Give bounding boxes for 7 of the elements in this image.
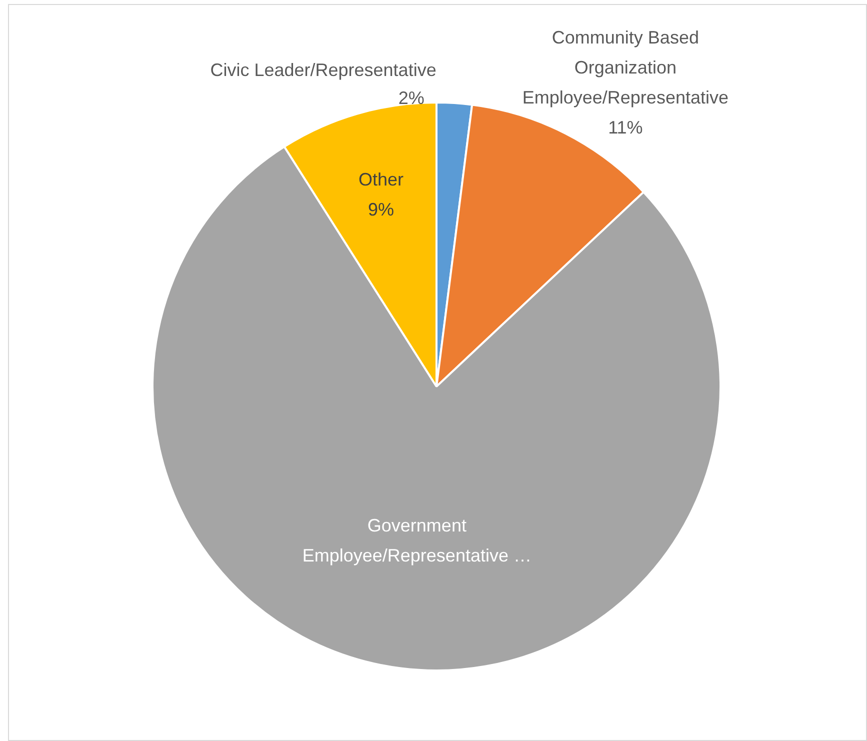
data-label: 11% <box>608 117 643 138</box>
slice-label: Community Based Organization Employee/Representative <box>522 27 728 108</box>
data-label: 2% <box>398 88 424 108</box>
slice-label: Other <box>358 170 404 190</box>
data-label: 9% <box>368 200 394 220</box>
slice-label: Civic Leader/Representative <box>210 60 436 80</box>
slice-label: Government Employee/Representative … <box>302 515 532 566</box>
